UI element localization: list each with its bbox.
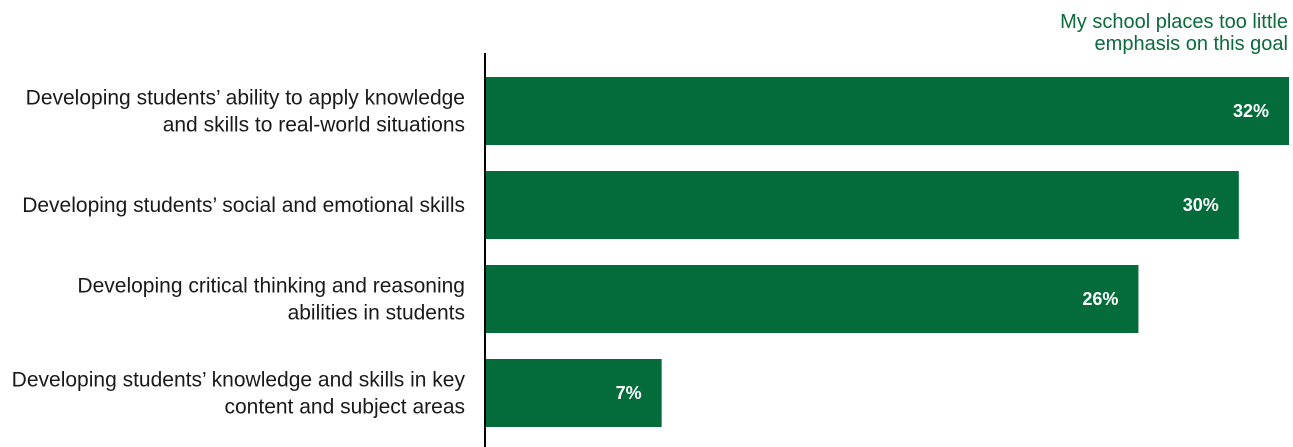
bar-2	[486, 171, 1239, 239]
chart-legend: My school places too little emphasis on …	[1060, 11, 1288, 55]
category-label-3-line-2: abilities in students	[288, 302, 465, 325]
value-label-4: 7%	[616, 383, 642, 403]
value-label-2: 30%	[1183, 195, 1219, 215]
bar-1	[486, 77, 1289, 145]
legend-line-2: emphasis on this goal	[1095, 33, 1288, 55]
category-label-3-line-1: Developing critical thinking and reasoni…	[77, 275, 465, 298]
bar-4	[486, 359, 662, 427]
value-labels: 32% 30% 26% 7%	[616, 101, 1269, 403]
category-label-2-line-1: Developing students’ social and emotiona…	[22, 194, 465, 217]
category-labels: Developing students’ ability to apply kn…	[12, 87, 466, 419]
value-label-1: 32%	[1233, 101, 1269, 121]
category-label-4-line-2: content and subject areas	[225, 396, 466, 419]
bar-3	[486, 265, 1139, 333]
bars	[486, 77, 1289, 427]
legend-line-1: My school places too little	[1060, 11, 1288, 33]
category-label-1-line-2: and skills to real-world situations	[163, 114, 465, 137]
value-label-3: 26%	[1082, 289, 1118, 309]
category-label-1-line-1: Developing students’ ability to apply kn…	[26, 87, 465, 110]
category-label-4-line-1: Developing students’ knowledge and skill…	[12, 369, 466, 392]
